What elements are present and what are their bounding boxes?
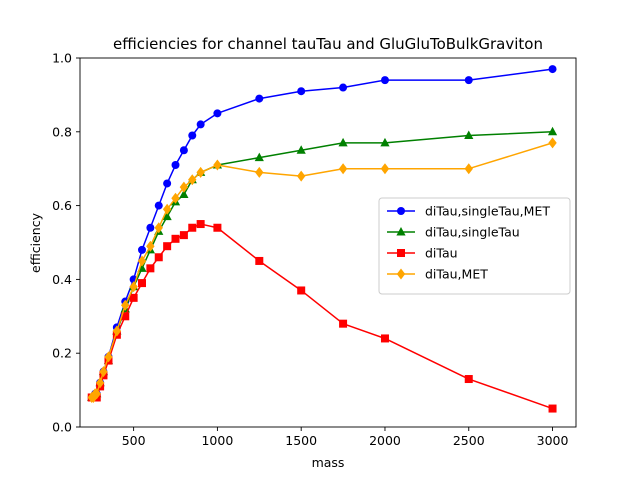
data-point-ditau-met [464, 163, 473, 175]
data-point-ditau [339, 319, 348, 328]
data-point-ditau-singletau [547, 126, 558, 136]
data-point-ditau-met [171, 192, 180, 204]
legend-marker-ditau-met [396, 268, 406, 280]
chart-title: efficiencies for channel tauTau and GluG… [113, 35, 543, 53]
data-point-ditau-singletau-met [171, 161, 180, 170]
data-point-ditau-met [296, 170, 306, 182]
data-point-ditau [179, 231, 188, 240]
data-point-ditau-met [179, 181, 189, 193]
data-point-ditau [171, 234, 180, 243]
data-point-ditau-singletau [162, 211, 172, 221]
data-point-ditau-singletau-met [138, 245, 146, 254]
data-point-ditau-singletau [296, 145, 306, 154]
data-point-ditau-singletau-met [380, 76, 389, 85]
data-point-ditau-met [137, 255, 147, 267]
data-point-ditau-met [146, 240, 155, 252]
x-tick-label: 3000 [537, 433, 569, 448]
legend-label-ditau-met: diTau,MET [425, 267, 488, 282]
data-point-ditau-singletau [464, 130, 474, 139]
data-point-ditau-met [196, 166, 205, 178]
data-point-ditau-singletau-met [163, 179, 172, 188]
legend-label-ditau-singletau: diTau,singleTau [425, 225, 520, 240]
data-point-ditau-singletau-met [297, 87, 306, 96]
data-point-ditau [121, 312, 130, 321]
data-point-ditau [154, 253, 163, 262]
data-point-ditau-met [213, 159, 222, 171]
legend-marker-ditau-singletau-met [397, 207, 405, 215]
data-point-ditau [380, 334, 389, 343]
data-point-ditau-singletau [380, 137, 390, 147]
data-point-ditau-singletau-met [196, 120, 205, 129]
data-point-ditau [548, 404, 557, 413]
y-tick-label: 0.0 [52, 420, 72, 435]
data-point-ditau-singletau-met [339, 83, 348, 92]
data-point-ditau [138, 279, 146, 288]
data-point-ditau-met [380, 163, 390, 175]
y-tick-label: 0.4 [52, 272, 72, 287]
y-axis-label: efficiency [28, 212, 43, 273]
x-axis-label: mass [312, 455, 345, 470]
data-point-ditau-singletau-met [548, 65, 557, 74]
data-point-ditau-met [112, 325, 122, 337]
y-tick-label: 0.8 [52, 124, 72, 139]
data-point-ditau-singletau [254, 152, 264, 162]
legend: diTau,singleTau,MET diTau,singleTau diTau d… [378, 197, 571, 295]
data-point-ditau-met [121, 299, 130, 311]
data-point-ditau-singletau-met [213, 109, 222, 118]
data-point-ditau-singletau-met [179, 146, 188, 155]
data-point-ditau-singletau-met [188, 131, 197, 140]
data-point-ditau-met [95, 377, 105, 389]
legend-label-ditau-singletau-met: diTau,singleTau,MET [425, 204, 550, 219]
plot-area: 500 1000 1500 2000 2500 3000 0.0 0.2 0.4 0.6 0.8 1.… [52, 51, 577, 448]
data-point-ditau [297, 286, 306, 295]
x-tick-label: 1500 [285, 433, 317, 448]
data-point-ditau-met [89, 391, 98, 403]
legend-label-ditau: diTau [425, 246, 458, 261]
data-point-ditau-met [338, 163, 348, 175]
data-point-ditau-met [162, 203, 172, 215]
data-point-ditau-singletau [179, 189, 189, 199]
data-point-ditau [464, 375, 473, 384]
data-point-ditau-met [255, 166, 264, 178]
data-point-ditau-met [104, 351, 113, 363]
x-tick-label: 2500 [453, 433, 485, 448]
data-point-ditau-met [548, 137, 557, 149]
data-point-ditau [196, 220, 205, 229]
data-point-ditau-met [92, 388, 101, 400]
data-point-ditau [129, 293, 138, 302]
legend-marker-ditau-singletau [396, 227, 406, 236]
data-point-ditau [255, 256, 264, 265]
data-point-ditau [146, 264, 155, 273]
x-tick-label: 1000 [201, 433, 233, 448]
x-tick-label: 2000 [369, 433, 401, 448]
data-point-ditau-met [188, 174, 197, 186]
data-point-ditau [213, 223, 222, 232]
data-point-ditau-singletau-met [154, 201, 163, 210]
data-point-ditau-singletau-met [255, 94, 264, 103]
x-tick-label: 500 [122, 433, 146, 448]
data-point-ditau [163, 242, 172, 251]
y-tick-label: 0.2 [52, 346, 72, 361]
data-point-ditau-singletau-met [146, 223, 155, 232]
y-tick-label: 0.6 [52, 198, 72, 213]
legend-marker-ditau [397, 249, 405, 257]
axes-frame [79, 57, 577, 428]
data-point-ditau-met [99, 366, 108, 378]
data-point-ditau-singletau [338, 137, 348, 147]
legend-box [378, 197, 571, 295]
data-point-ditau [188, 223, 197, 232]
data-point-ditau-met [154, 222, 163, 234]
data-point-ditau-singletau-met [464, 76, 473, 85]
data-point-ditau-met [129, 281, 138, 293]
y-tick-label: 1.0 [52, 51, 72, 66]
